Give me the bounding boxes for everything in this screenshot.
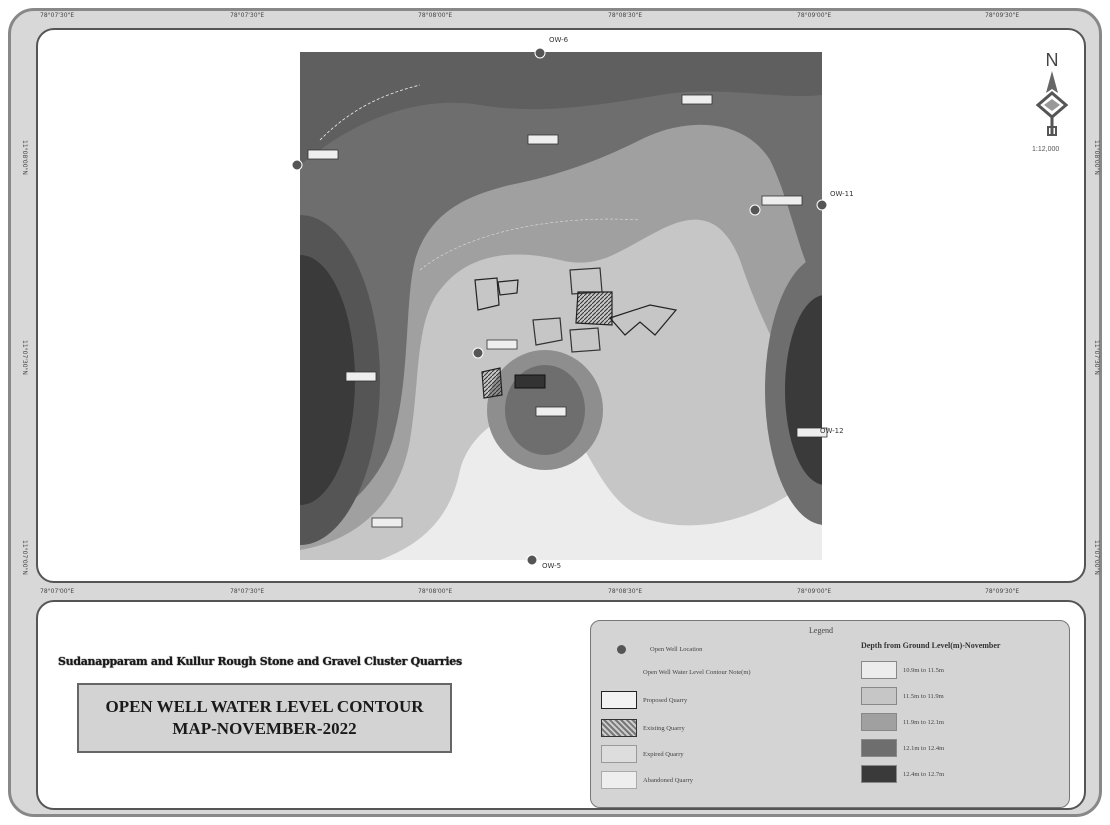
coord-top-2: 78°07'30"E (230, 12, 265, 19)
north-letter: N (1045, 50, 1059, 70)
contour-map (291, 47, 828, 566)
coord-top-6: 78°09'30"E (985, 12, 1020, 19)
map-title-box: OPEN WELL WATER LEVEL CONTOUR MAP-NOVEMB… (77, 683, 452, 753)
legend-range-5: 12.4m to 12.7m (861, 765, 944, 783)
map-title-line2: MAP-NOVEMBER-2022 (172, 719, 357, 738)
legend-heading: Legend (809, 626, 833, 635)
well-ow11-inner (749, 204, 761, 216)
range-swatch (861, 765, 897, 783)
expired-quarry (569, 327, 601, 353)
existing-quarry (575, 291, 613, 326)
legend-item-label: Existing Quarry (643, 724, 685, 732)
coord-bottom-1: 78°07'00"E (40, 588, 75, 595)
legend-range-2: 11.5m to 11.9m (861, 687, 944, 705)
legend-item-expired: Expired Quarry (601, 745, 684, 763)
map-title-line1: OPEN WELL WATER LEVEL CONTOUR (105, 697, 424, 716)
coord-top-3: 78°08'00"E (418, 12, 453, 19)
coord-bottom-5: 78°09'00"E (797, 588, 832, 595)
range-swatch (861, 713, 897, 731)
proposed-quarry-icon (601, 691, 637, 709)
legend-item-label: Open Well Location (650, 646, 703, 653)
range-swatch (861, 661, 897, 679)
scale-label: 1:12,000 (1032, 146, 1060, 153)
well-label-ow5: OW-5 (542, 562, 562, 570)
legend-item-label: Proposed Quarry (643, 696, 688, 704)
proposed-quarry (497, 279, 519, 296)
coord-top-5: 78°09'00"E (797, 12, 832, 19)
legend-item-existing: Existing Quarry (601, 719, 685, 737)
legend-item-label: Expired Quarry (643, 750, 684, 758)
range-swatch (861, 687, 897, 705)
legend-range-label: 12.1m to 12.4m (903, 744, 945, 752)
contour-line-icon (601, 672, 637, 673)
depression-east-outer (765, 255, 822, 525)
legend-depth-heading: Depth from Ground Level(m)-November (861, 641, 1001, 650)
quarry-polygons (474, 267, 678, 399)
proposed-quarry (608, 304, 678, 336)
legend-item-contour: Open Well Water Level Contour Note(m) (601, 669, 751, 676)
well-ow6 (534, 47, 546, 59)
legend-item-abandoned: Abandoned Quarry (601, 771, 693, 789)
legend-range-label: 11.5m to 11.9m (903, 692, 944, 700)
depression-west (300, 255, 355, 505)
well-center (472, 347, 484, 359)
project-subtitle: Sudanapparam and Kullur Rough Stone and … (58, 655, 462, 668)
well-value-boxes (307, 94, 828, 528)
well-label-ow6: OW-6 (549, 36, 569, 44)
depression-east (785, 295, 822, 485)
legend-range-4: 12.1m to 12.4m (861, 739, 944, 757)
proposed-quarry (474, 277, 500, 311)
legend-range-label: 11.9m to 12.1m (903, 718, 944, 726)
north-arrow: N 1:12,000 (1032, 50, 1072, 160)
existing-quarry (481, 367, 503, 399)
well-label-ow11: OW-11 (830, 190, 854, 198)
coord-bottom-2: 78°07'30"E (230, 588, 265, 595)
coord-bottom-3: 78°08'00"E (418, 588, 453, 595)
legend-item-well: Open Well Location (617, 645, 702, 654)
legend-item-label: Open Well Water Level Contour Note(m) (643, 669, 751, 676)
coord-top-4: 78°08'30"E (608, 12, 643, 19)
abandoned-quarry-icon (601, 771, 637, 789)
zone-12-1-to-12-4 (300, 52, 822, 530)
legend-range-1: 10.9m to 11.5m (861, 661, 944, 679)
existing-quarry (514, 374, 546, 389)
legend-item-label: Abandoned Quarry (643, 776, 693, 784)
well-label-ow12: OW-12 (820, 427, 844, 435)
north-arrow-icon (1035, 71, 1069, 136)
coord-bottom-6: 78°09'30"E (985, 588, 1020, 595)
well-west (291, 159, 303, 171)
range-swatch (861, 739, 897, 757)
legend-range-label: 12.4m to 12.7m (903, 770, 945, 778)
well-ow5 (526, 554, 538, 566)
zone-12-4-to-12-7-north (300, 52, 822, 165)
legend-box: Legend Depth from Ground Level(m)-Novemb… (590, 620, 1070, 808)
expired-quarry-icon (601, 745, 637, 763)
legend-range-label: 10.9m to 11.5m (903, 666, 944, 674)
legend-item-proposed: Proposed Quarry (601, 691, 687, 709)
well-location-icon (617, 645, 626, 654)
existing-quarry-icon (601, 719, 637, 737)
expired-quarry (532, 317, 563, 346)
coord-top-1: 78°07'30"E (40, 12, 75, 19)
well-ow11 (816, 199, 828, 211)
coord-bottom-4: 78°08'30"E (608, 588, 643, 595)
legend-range-3: 11.9m to 12.1m (861, 713, 944, 731)
